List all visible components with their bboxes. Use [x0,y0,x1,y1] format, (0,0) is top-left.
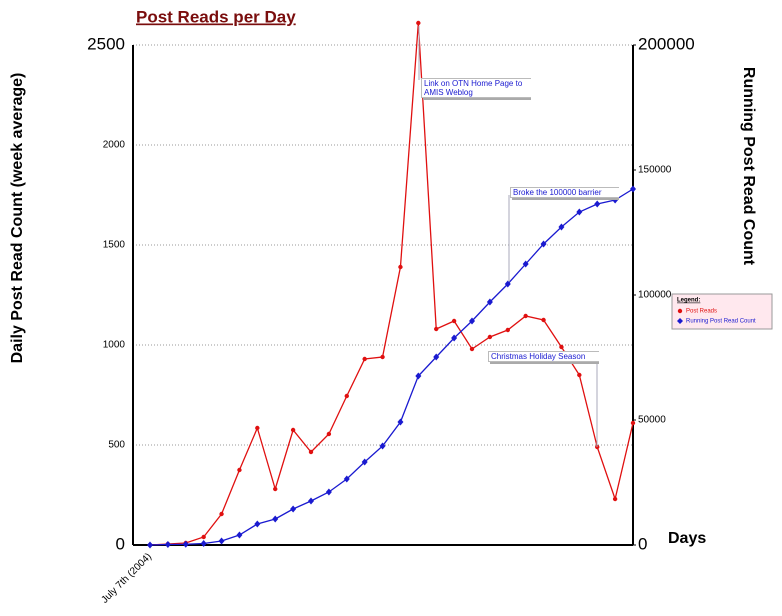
legend-marker [677,308,683,314]
point [201,534,206,540]
point [272,515,279,523]
point [218,537,225,545]
point [308,449,314,455]
point [504,280,511,288]
legend-marker [677,318,683,324]
y2-axis-label: Running Post Read Count [740,67,757,266]
legend-box [671,293,773,330]
point [290,427,296,433]
point [380,354,385,360]
point [486,298,493,306]
point [469,317,475,325]
point [558,223,565,231]
point [505,327,510,333]
y-tick-label: 2000 [103,140,126,151]
point [612,496,618,502]
point [559,344,564,350]
y-tick-label: 2500 [87,34,125,53]
annotation: Link on OTN Home Page to AMIS Weblog [421,78,531,98]
point [290,505,297,513]
y-tick-label: 1500 [103,240,126,251]
point [308,497,314,505]
point [273,486,278,492]
point [612,196,619,204]
y-axis-label: Daily Post Read Count (week average) [9,73,26,364]
point [344,393,349,399]
point [236,531,243,539]
point [164,541,171,548]
point [415,372,422,380]
point [362,356,367,362]
x-tick-label: July 7th (2004) [99,551,154,606]
series-line [149,188,634,546]
point [451,318,457,324]
chart-title: Post Reads per Day [136,7,296,26]
y2-tick-label: 100000 [638,290,672,301]
point [219,511,224,517]
point [522,260,529,268]
point [343,475,350,483]
y2-tick-label: 150000 [638,165,672,176]
point [630,420,636,426]
point [326,431,332,437]
point [451,334,458,342]
y-tick-label: 500 [108,440,125,451]
point [523,313,528,319]
point [541,317,546,323]
point [237,467,242,473]
point [576,208,583,216]
legend-title: Legend: [677,298,700,304]
point [416,20,421,26]
y2-tick-label: 50000 [638,415,666,426]
point [469,346,475,352]
annotation-text: Christmas Holiday Season [488,351,599,362]
y2-tick-label: 0 [638,534,647,553]
point [433,353,440,361]
point [594,200,601,208]
legend-label: Post Reads [686,309,717,315]
point [397,418,404,426]
annotation-text: Link on OTN Home Page to AMIS Weblog [421,78,531,98]
point [254,520,261,528]
series-line [149,22,634,546]
point [361,458,368,466]
point [379,442,386,450]
point [487,334,493,340]
grid [133,44,633,546]
annotation-text: Broke the 100000 barrier [510,187,619,198]
point [325,488,332,496]
point [540,240,547,248]
legend-label: Running Post Read Count [686,319,756,325]
annotation: Christmas Holiday Season [488,351,599,362]
y2-tick-label: 200000 [638,34,695,53]
x-axis-label: Days [668,530,706,547]
point [255,425,260,431]
y-tick-label: 1000 [103,340,126,351]
point [182,540,189,548]
point [147,541,153,549]
point [434,326,439,332]
y-tick-label: 0 [116,534,125,553]
annotation: Broke the 100000 barrier [510,187,619,198]
point [577,372,582,378]
point [630,185,636,193]
point [200,540,207,547]
point [398,264,403,270]
